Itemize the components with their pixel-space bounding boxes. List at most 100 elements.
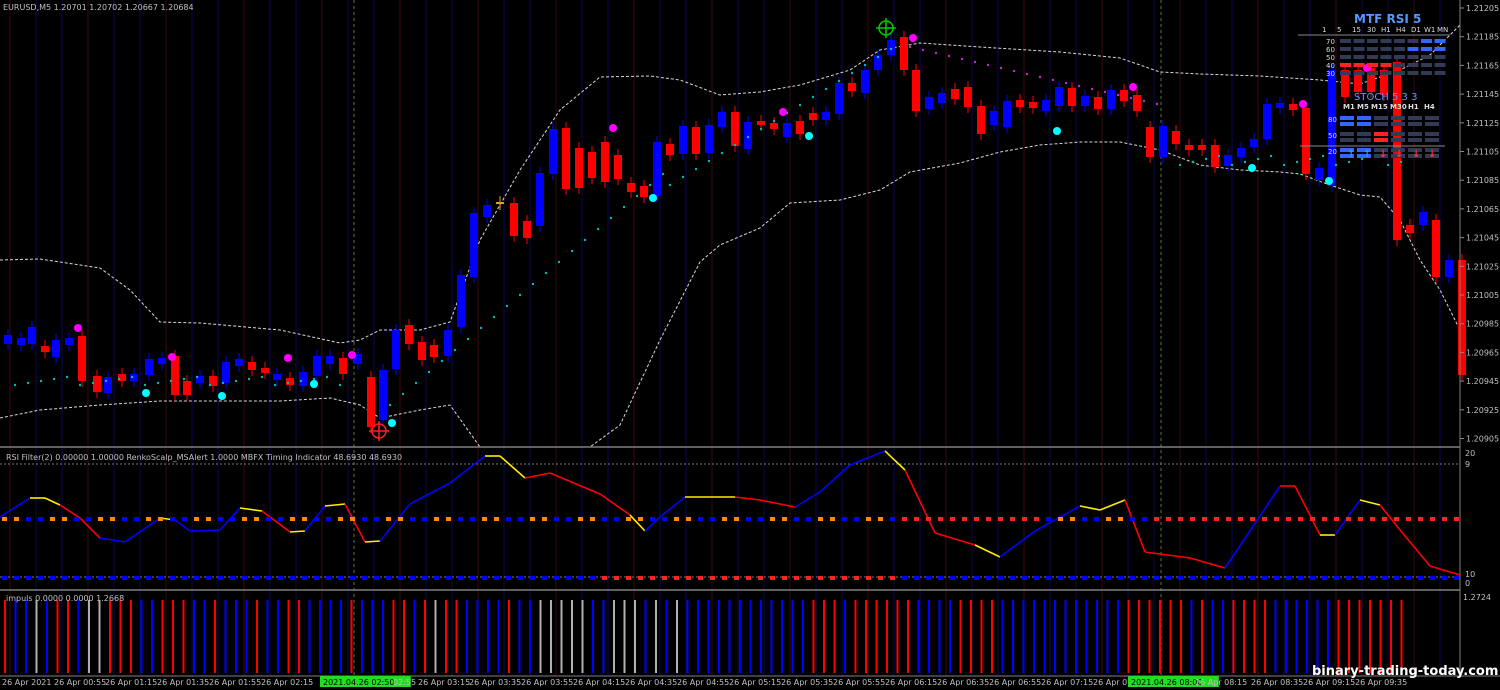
impulse-bar [424,600,426,673]
impulse-bar [319,600,321,673]
filter-dot [842,576,847,580]
filter-dot [2,517,7,521]
time-label: 26 Apr 02:15 [261,678,313,687]
filter-dot [98,517,103,521]
filter-dot [506,576,511,580]
filter-dot [1418,576,1423,580]
filter-dot [1358,576,1363,580]
filter-dot [1154,517,1159,521]
filter-dot [986,576,991,580]
mtf-cell [1367,47,1378,51]
oscillator-segment [1079,505,1101,511]
filter-dot [1094,517,1099,521]
candle-body [1159,126,1167,157]
impulse-bar [434,600,437,673]
impulse-bar [1106,600,1109,673]
filter-dot [1106,576,1111,580]
filter-dot [230,576,235,580]
filter-dot [758,576,763,580]
oscillator-segment [1399,529,1431,567]
candle-body [536,173,544,226]
filter-dot [1214,517,1219,521]
impulse-bar [277,600,279,673]
impulse-bar [1274,600,1277,673]
filter-dot [206,517,211,521]
candle-body [1341,70,1349,97]
sar-dot [65,375,69,379]
time-label: 26 Apr 03:55 [521,678,573,687]
sar-dot [1360,157,1364,161]
filter-dot [1394,576,1399,580]
filter-dot [542,517,547,521]
signal-dot [779,108,787,116]
sar-dot [453,348,457,352]
impulse-bar [1327,600,1329,673]
filter-dot [938,517,943,521]
mbfx-oscillator [0,450,1461,576]
filter-dot [650,576,655,580]
filter-dot [50,576,55,580]
filter-dot [818,517,823,521]
filter-dot [710,576,715,580]
oscillator-segment [44,497,61,506]
oscillator-segment [1294,485,1321,536]
rsi-filter-dotlines [2,517,1459,580]
mtf-timeframe-label: 5 [1337,26,1341,34]
filter-dot [998,517,1003,521]
filter-dot [1322,576,1327,580]
candle-body [261,368,269,373]
filter-dot [518,517,523,521]
filter-dot [1202,576,1207,580]
sar-dot [837,79,841,83]
impulse-bar [1295,600,1298,673]
filter-dot [1190,517,1195,521]
filter-dot [1022,576,1027,580]
filter-dot [86,576,91,580]
filter-dot [1238,576,1243,580]
candle-body [1172,131,1180,144]
impulse-bar [959,600,962,673]
sar-dot [1012,69,1016,73]
filter-dot [1046,576,1051,580]
price-label: 1.21045 [1466,234,1499,243]
impulse-bar [1159,600,1161,673]
filter-dot [866,517,871,521]
filter-dot [650,517,655,521]
candle-body [1458,260,1466,375]
filter-dot [1118,576,1123,580]
candle-body [286,378,294,385]
indicator-scale-10: 10 [1465,570,1475,579]
filter-dot [1262,576,1267,580]
sar-dot [1321,154,1325,158]
mtf-cell [1407,63,1419,67]
candle-body [809,113,817,120]
mtf-timeframe-label: W1 [1424,26,1435,34]
indicator-scale-0: 0 [1465,579,1470,588]
sar-dot [325,375,329,379]
impulse-bar [1358,600,1361,673]
indicator-scale-20: 20 [1465,449,1475,458]
filter-dot [818,576,823,580]
time-label: 26 Apr 05:15 [729,678,781,687]
filter-dot [122,517,127,521]
stoch-timeframe-label: M30 [1390,103,1407,111]
filter-dot [1346,576,1351,580]
filter-dot [530,576,535,580]
candle-body [874,55,882,70]
sar-dot [286,381,290,385]
filter-dot [1166,576,1171,580]
mtf-cell [1367,63,1378,67]
filter-dot [1010,576,1015,580]
candle-body [1328,70,1336,186]
oscillator-segment [794,491,821,508]
filter-dot [290,576,295,580]
time-label: 26 Apr 03:15 [418,678,470,687]
candle-body [1302,108,1310,174]
oscillator-segment [1034,505,1081,532]
filter-dot [638,517,643,521]
mtf-cell [1340,71,1351,75]
impulse-bar [88,600,90,673]
candle-body [392,330,400,369]
